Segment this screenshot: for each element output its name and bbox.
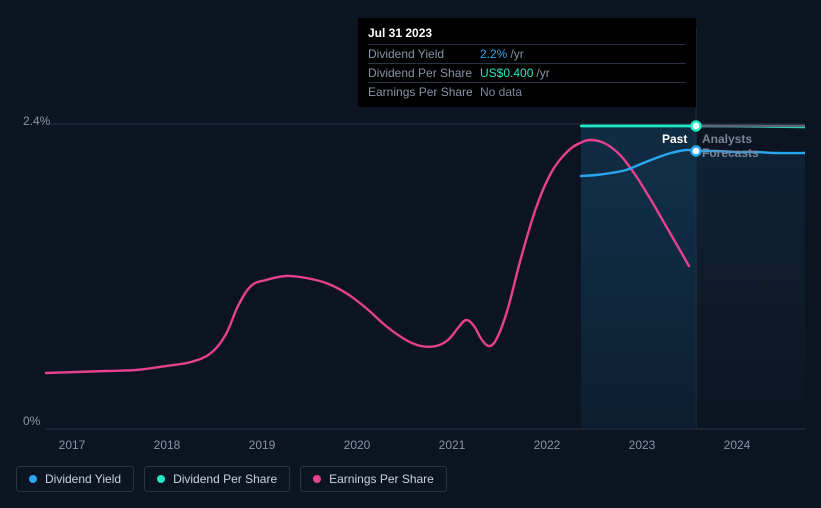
- x-tick-label: 2020: [344, 438, 371, 452]
- past-label: Past: [662, 132, 687, 146]
- legend-item[interactable]: Dividend Per Share: [144, 466, 290, 492]
- tooltip-row-unit: /yr: [510, 47, 523, 61]
- tooltip-row-value: US$0.400: [480, 66, 533, 80]
- x-tick-label: 2018: [154, 438, 181, 452]
- x-tick-label: 2019: [249, 438, 276, 452]
- tooltip-row-label: Dividend Yield: [368, 47, 480, 61]
- y-tick-label: 0%: [23, 414, 40, 428]
- legend-dot-icon: [313, 475, 321, 483]
- tooltip-date: Jul 31 2023: [368, 24, 686, 44]
- forecast-label: Analysts Forecasts: [702, 132, 805, 160]
- tooltip-row: Dividend Yield2.2%/yr: [368, 44, 686, 63]
- x-tick-label: 2023: [629, 438, 656, 452]
- legend-item[interactable]: Dividend Yield: [16, 466, 134, 492]
- x-tick-label: 2021: [439, 438, 466, 452]
- y-tick-label: 2.4%: [23, 114, 50, 128]
- tooltip-row-value: 2.2%: [480, 47, 507, 61]
- legend-item[interactable]: Earnings Per Share: [300, 466, 447, 492]
- legend-dot-icon: [157, 475, 165, 483]
- tooltip-row-label: Dividend Per Share: [368, 66, 480, 80]
- tooltip-row-value: No data: [480, 85, 522, 99]
- legend-label: Dividend Per Share: [173, 472, 277, 486]
- legend-label: Earnings Per Share: [329, 472, 434, 486]
- legend-label: Dividend Yield: [45, 472, 121, 486]
- chart-legend: Dividend Yield Dividend Per Share Earnings…: [16, 466, 447, 492]
- tooltip-row: Earnings Per ShareNo data: [368, 82, 686, 101]
- legend-dot-icon: [29, 475, 37, 483]
- x-tick-label: 2024: [724, 438, 751, 452]
- x-tick-label: 2022: [534, 438, 561, 452]
- tooltip-row-label: Earnings Per Share: [368, 85, 480, 99]
- x-tick-label: 2017: [59, 438, 86, 452]
- tooltip-row: Dividend Per ShareUS$0.400/yr: [368, 63, 686, 82]
- chart-tooltip: Jul 31 2023 Dividend Yield2.2%/yrDividen…: [358, 18, 696, 107]
- tooltip-row-unit: /yr: [536, 66, 549, 80]
